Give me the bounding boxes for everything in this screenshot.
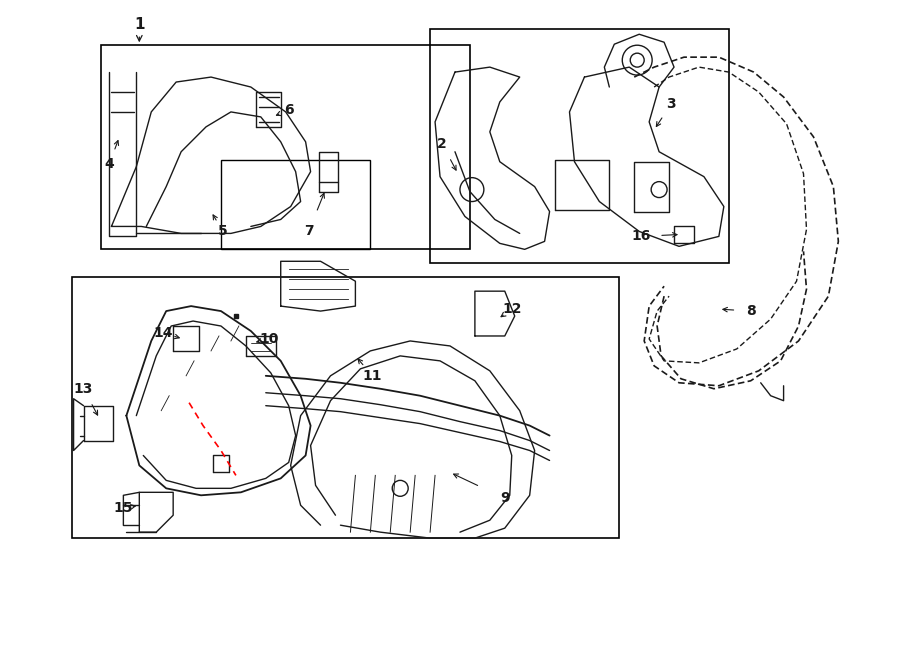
Text: 11: 11: [363, 369, 382, 383]
Text: 9: 9: [500, 491, 509, 505]
Text: 16: 16: [632, 229, 651, 243]
Bar: [221, 160, 370, 249]
Text: 4: 4: [104, 157, 114, 171]
Text: 10: 10: [259, 332, 278, 346]
Text: 14: 14: [154, 326, 173, 340]
Text: 8: 8: [746, 304, 756, 318]
Text: 7: 7: [304, 225, 313, 239]
Bar: [72, 277, 619, 538]
Bar: [430, 29, 729, 263]
Text: 13: 13: [74, 382, 94, 396]
Text: 12: 12: [502, 302, 521, 316]
Text: 1: 1: [134, 17, 145, 32]
Text: 6: 6: [284, 103, 293, 117]
Text: 5: 5: [218, 225, 228, 239]
Text: 2: 2: [437, 137, 447, 151]
Bar: [102, 45, 470, 249]
Text: 15: 15: [113, 501, 133, 516]
Text: 3: 3: [666, 97, 676, 111]
